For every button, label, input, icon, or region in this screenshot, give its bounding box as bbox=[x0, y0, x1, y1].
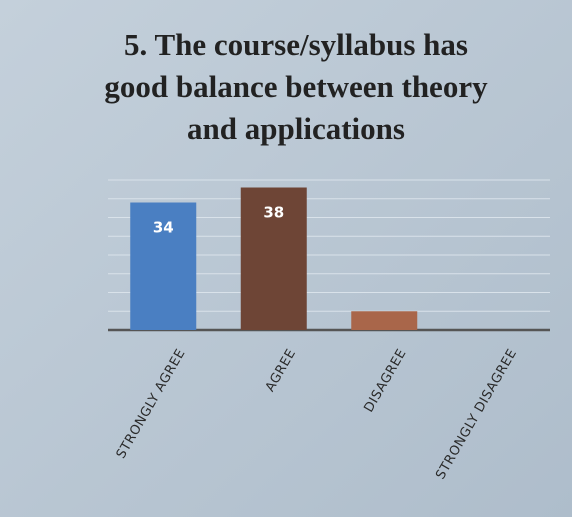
chart-title: 5. The course/syllabus has bbox=[124, 27, 468, 62]
data-label: 38 bbox=[263, 204, 284, 222]
data-label: 34 bbox=[153, 219, 174, 237]
chart-title: good balance between theory bbox=[104, 69, 488, 104]
bar bbox=[351, 311, 417, 330]
page: 5. The course/syllabus has good balance b… bbox=[0, 0, 572, 517]
chart-title: and applications bbox=[187, 111, 405, 146]
chart: 5. The course/syllabus has good balance b… bbox=[0, 0, 572, 517]
